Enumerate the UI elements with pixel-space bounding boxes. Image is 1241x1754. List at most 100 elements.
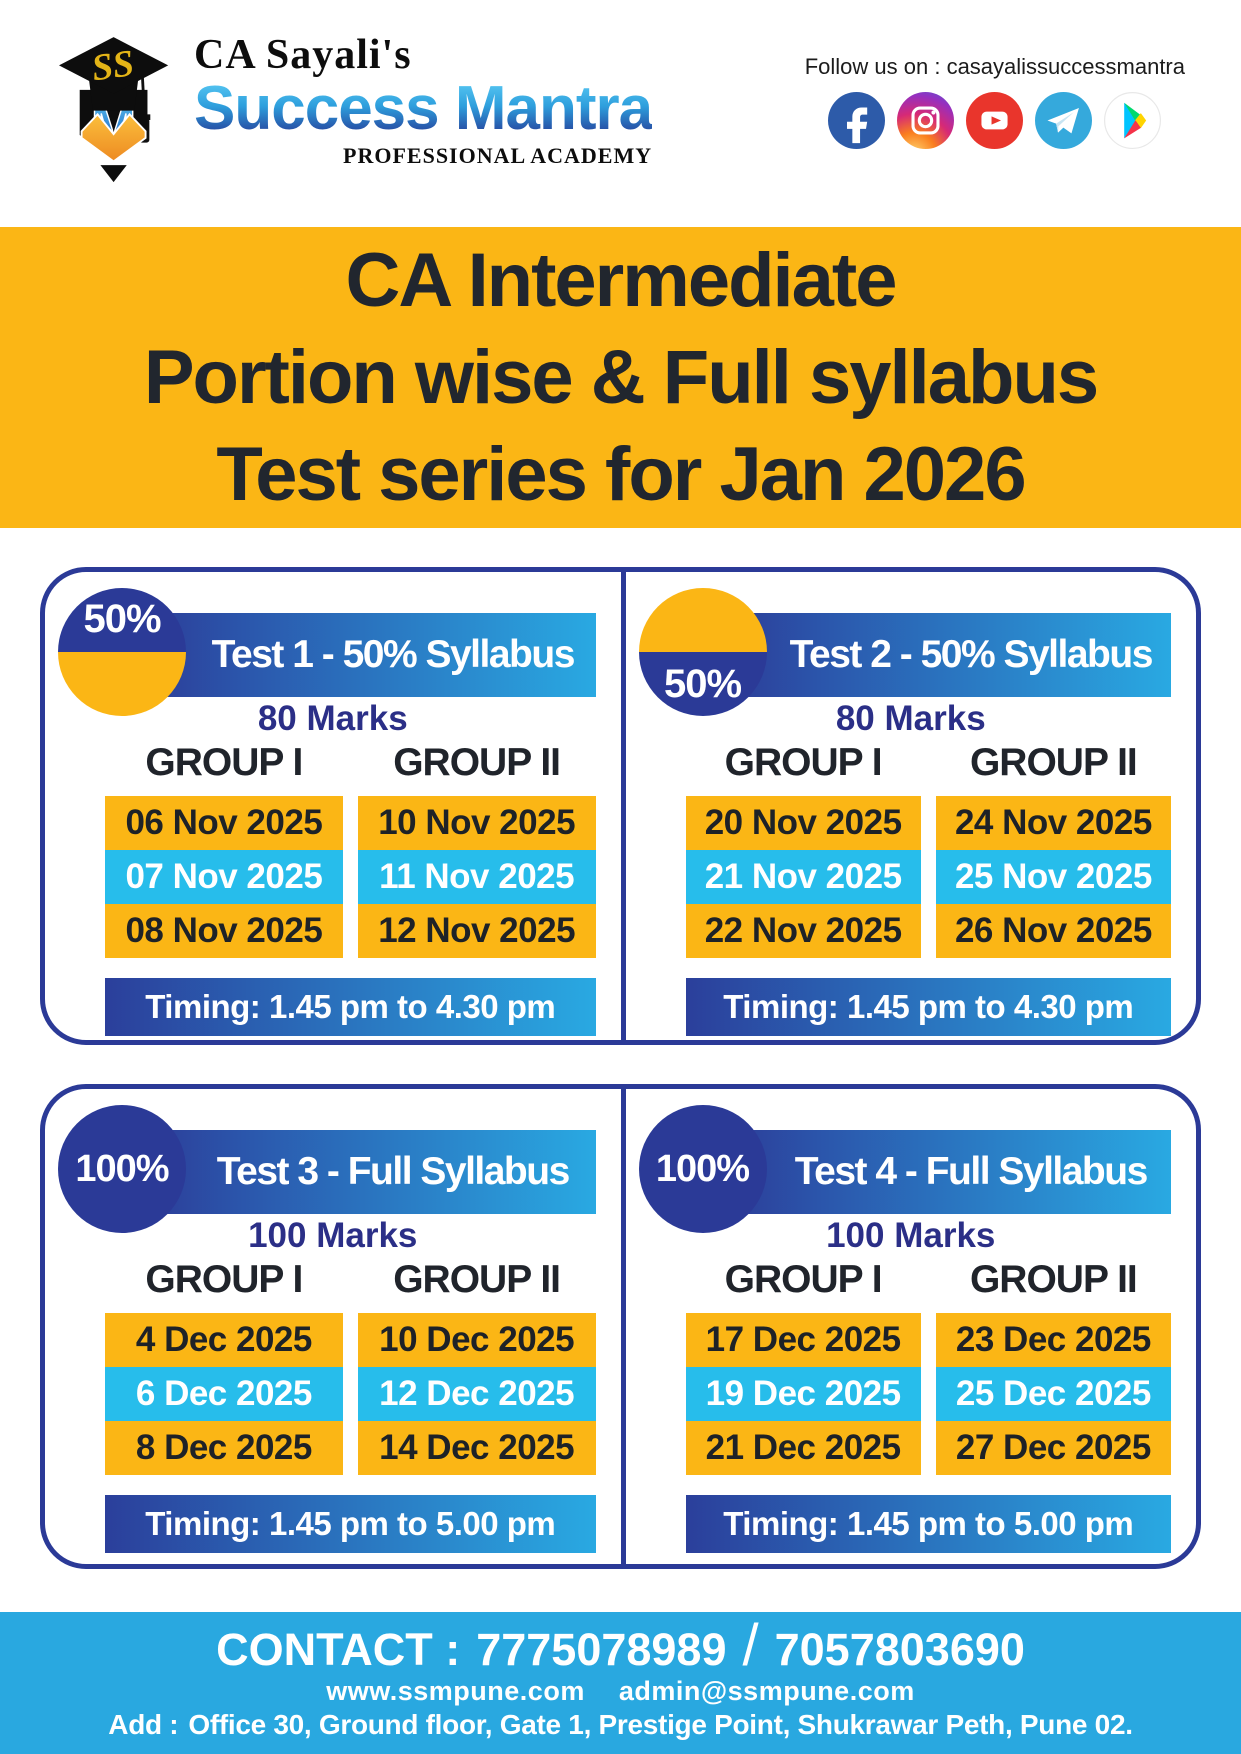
groups: GROUP I 06 Nov 2025 07 Nov 2025 08 Nov 2… — [45, 734, 621, 958]
date-cell: 8 Dec 2025 — [105, 1421, 343, 1475]
group-2-label: GROUP II — [393, 741, 561, 784]
date-cell: 11 Nov 2025 — [357, 850, 596, 904]
banner-line-2: Portion wise & Full syllabus — [143, 335, 1099, 420]
card-4-head: 100% Test 4 - Full Syllabus — [626, 1089, 1197, 1233]
date-cell: 4 Dec 2025 — [105, 1313, 343, 1367]
date-cell: 06 Nov 2025 — [105, 796, 343, 850]
title-banner: CA Intermediate Portion wise & Full syll… — [0, 227, 1241, 528]
date-cell: 21 Dec 2025 — [685, 1421, 921, 1475]
group-1-label: GROUP I — [724, 741, 883, 784]
test-card-2: 50% Test 2 - 50% Syllabus 80 Marks GROUP… — [620, 572, 1197, 1040]
group-2-label: GROUP II — [969, 741, 1138, 784]
contact-line: CONTACT : 7775078989 / 7057803690 — [0, 1613, 1241, 1678]
test-title-bar: Test 3 - Full Syllabus — [150, 1130, 596, 1214]
date-cell: 08 Nov 2025 — [105, 904, 343, 958]
timing-bar: Timing: 1.45 pm to 5.00 pm — [105, 1495, 596, 1553]
card-2-head: 50% Test 2 - 50% Syllabus — [626, 572, 1197, 716]
test-row-1: 50% Test 1 - 50% Syllabus 80 Marks GROUP… — [40, 567, 1201, 1045]
email-text: admin@ssmpune.com — [618, 1676, 915, 1706]
group-1-label: GROUP I — [724, 1258, 883, 1301]
instagram-icon[interactable] — [897, 92, 955, 149]
group-2-column: GROUP II 10 Nov 2025 11 Nov 2025 12 Nov … — [357, 741, 596, 958]
date-cell: 20 Nov 2025 — [685, 796, 921, 850]
banner-line-1: CA Intermediate — [345, 238, 898, 323]
marks-label: 80 Marks — [835, 699, 986, 738]
percent-badge-label: 100% — [75, 1147, 169, 1190]
marks-label: 100 Marks — [248, 1216, 418, 1255]
youtube-icon[interactable] — [966, 92, 1024, 149]
test-title: Test 1 - 50% Syllabus — [211, 633, 576, 676]
web-line: www.ssmpune.com admin@ssmpune.com — [0, 1676, 1241, 1707]
date-cell: 24 Nov 2025 — [935, 796, 1171, 850]
brand: M SS CA Sayali's Success Mantra PROFESSI… — [50, 24, 653, 227]
test-card-3: 100% Test 3 - Full Syllabus 100 Marks GR… — [45, 1089, 621, 1564]
phone-number-2: 7057803690 — [774, 1624, 1025, 1675]
date-cell: 6 Dec 2025 — [105, 1367, 343, 1421]
facebook-icon[interactable] — [828, 92, 886, 149]
test-title-bar: Test 4 - Full Syllabus — [730, 1130, 1171, 1214]
test-card-1: 50% Test 1 - 50% Syllabus 80 Marks GROUP… — [45, 572, 621, 1040]
brand-name: Success Mantra — [194, 74, 653, 143]
timing-bar: Timing: 1.45 pm to 4.30 pm — [105, 978, 596, 1036]
group-1-column: GROUP I 20 Nov 2025 21 Nov 2025 22 Nov 2… — [685, 741, 921, 958]
card-1-head: 50% Test 1 - 50% Syllabus — [45, 572, 621, 716]
google-play-icon[interactable] — [1104, 92, 1162, 149]
phone-number-1: 7775078989 — [476, 1624, 727, 1675]
date-cell: 25 Nov 2025 — [935, 850, 1171, 904]
date-cell: 25 Dec 2025 — [935, 1367, 1171, 1421]
brand-subtitle: PROFESSIONAL ACADEMY — [343, 143, 653, 168]
groups: GROUP I 4 Dec 2025 6 Dec 2025 8 Dec 2025… — [45, 1251, 621, 1475]
test-cards-section: 50% Test 1 - 50% Syllabus 80 Marks GROUP… — [0, 528, 1241, 1569]
percent-badge: 100% — [638, 1105, 767, 1233]
group-1-label: GROUP I — [145, 1258, 303, 1301]
footer: CONTACT : 7775078989 / 7057803690 www.ss… — [0, 1612, 1241, 1754]
date-cell: 23 Dec 2025 — [935, 1313, 1171, 1367]
telegram-icon[interactable] — [1035, 92, 1093, 149]
banner-line-3: Test series for Jan 2026 — [216, 432, 1026, 517]
svg-text:SS: SS — [89, 42, 136, 89]
percent-badge-label: 50% — [663, 662, 742, 706]
date-cell: 10 Dec 2025 — [357, 1313, 596, 1367]
date-cell: 12 Nov 2025 — [357, 904, 596, 958]
contact-label: CONTACT : — [216, 1624, 461, 1675]
group-1-label: GROUP I — [145, 741, 303, 784]
date-cell: 07 Nov 2025 — [105, 850, 343, 904]
date-cell: 14 Dec 2025 — [357, 1421, 596, 1475]
header: M SS CA Sayali's Success Mantra PROFESSI… — [0, 0, 1241, 227]
percent-badge-label: 50% — [83, 597, 161, 641]
test-row-2: 100% Test 3 - Full Syllabus 100 Marks GR… — [40, 1084, 1201, 1569]
date-cell: 21 Nov 2025 — [685, 850, 921, 904]
date-cell: 27 Dec 2025 — [935, 1421, 1171, 1475]
group-2-column: GROUP II 10 Dec 2025 12 Dec 2025 14 Dec … — [357, 1258, 596, 1475]
academy-logo-icon: M SS — [59, 37, 169, 183]
date-cell: 10 Nov 2025 — [357, 796, 596, 850]
group-2-column: GROUP II 23 Dec 2025 25 Dec 2025 27 Dec … — [935, 1259, 1171, 1475]
date-cell: 19 Dec 2025 — [685, 1367, 921, 1421]
website-text: www.ssmpune.com — [326, 1676, 585, 1706]
test-title: Test 3 - Full Syllabus — [216, 1150, 571, 1193]
test-title-bar: Test 2 - 50% Syllabus — [730, 613, 1171, 697]
card-3-head: 100% Test 3 - Full Syllabus — [45, 1089, 621, 1233]
brand-text: CA Sayali's Success Mantra PROFESSIONAL … — [194, 24, 653, 169]
date-cell: 22 Nov 2025 — [685, 904, 921, 958]
timing-bar: Timing: 1.45 pm to 4.30 pm — [685, 978, 1171, 1036]
test-card-4: 100% Test 4 - Full Syllabus 100 Marks GR… — [620, 1089, 1197, 1564]
social-block: Follow us on : casayalissuccessmantra — [805, 24, 1185, 227]
address-label: Add : — [108, 1709, 179, 1740]
date-cell: 26 Nov 2025 — [935, 904, 1171, 958]
date-cell: 12 Dec 2025 — [357, 1367, 596, 1421]
groups: GROUP I 20 Nov 2025 21 Nov 2025 22 Nov 2… — [626, 734, 1197, 958]
group-2-column: GROUP II 24 Nov 2025 25 Nov 2025 26 Nov … — [935, 741, 1171, 958]
phone-separator: / — [742, 1613, 759, 1678]
marks-label: 80 Marks — [257, 699, 408, 738]
test-title: Test 4 - Full Syllabus — [794, 1150, 1149, 1193]
timing-bar: Timing: 1.45 pm to 5.00 pm — [685, 1495, 1171, 1553]
group-2-label: GROUP II — [393, 1258, 561, 1301]
percent-badge-label: 100% — [655, 1147, 750, 1190]
follow-us-text: Follow us on : casayalissuccessmantra — [804, 54, 1185, 79]
group-1-column: GROUP I 17 Dec 2025 19 Dec 2025 21 Dec 2… — [685, 1258, 921, 1475]
address-text: Office 30, Ground floor, Gate 1, Prestig… — [188, 1709, 1133, 1740]
social-icons-row — [828, 92, 1162, 149]
percent-badge: 100% — [58, 1105, 186, 1233]
